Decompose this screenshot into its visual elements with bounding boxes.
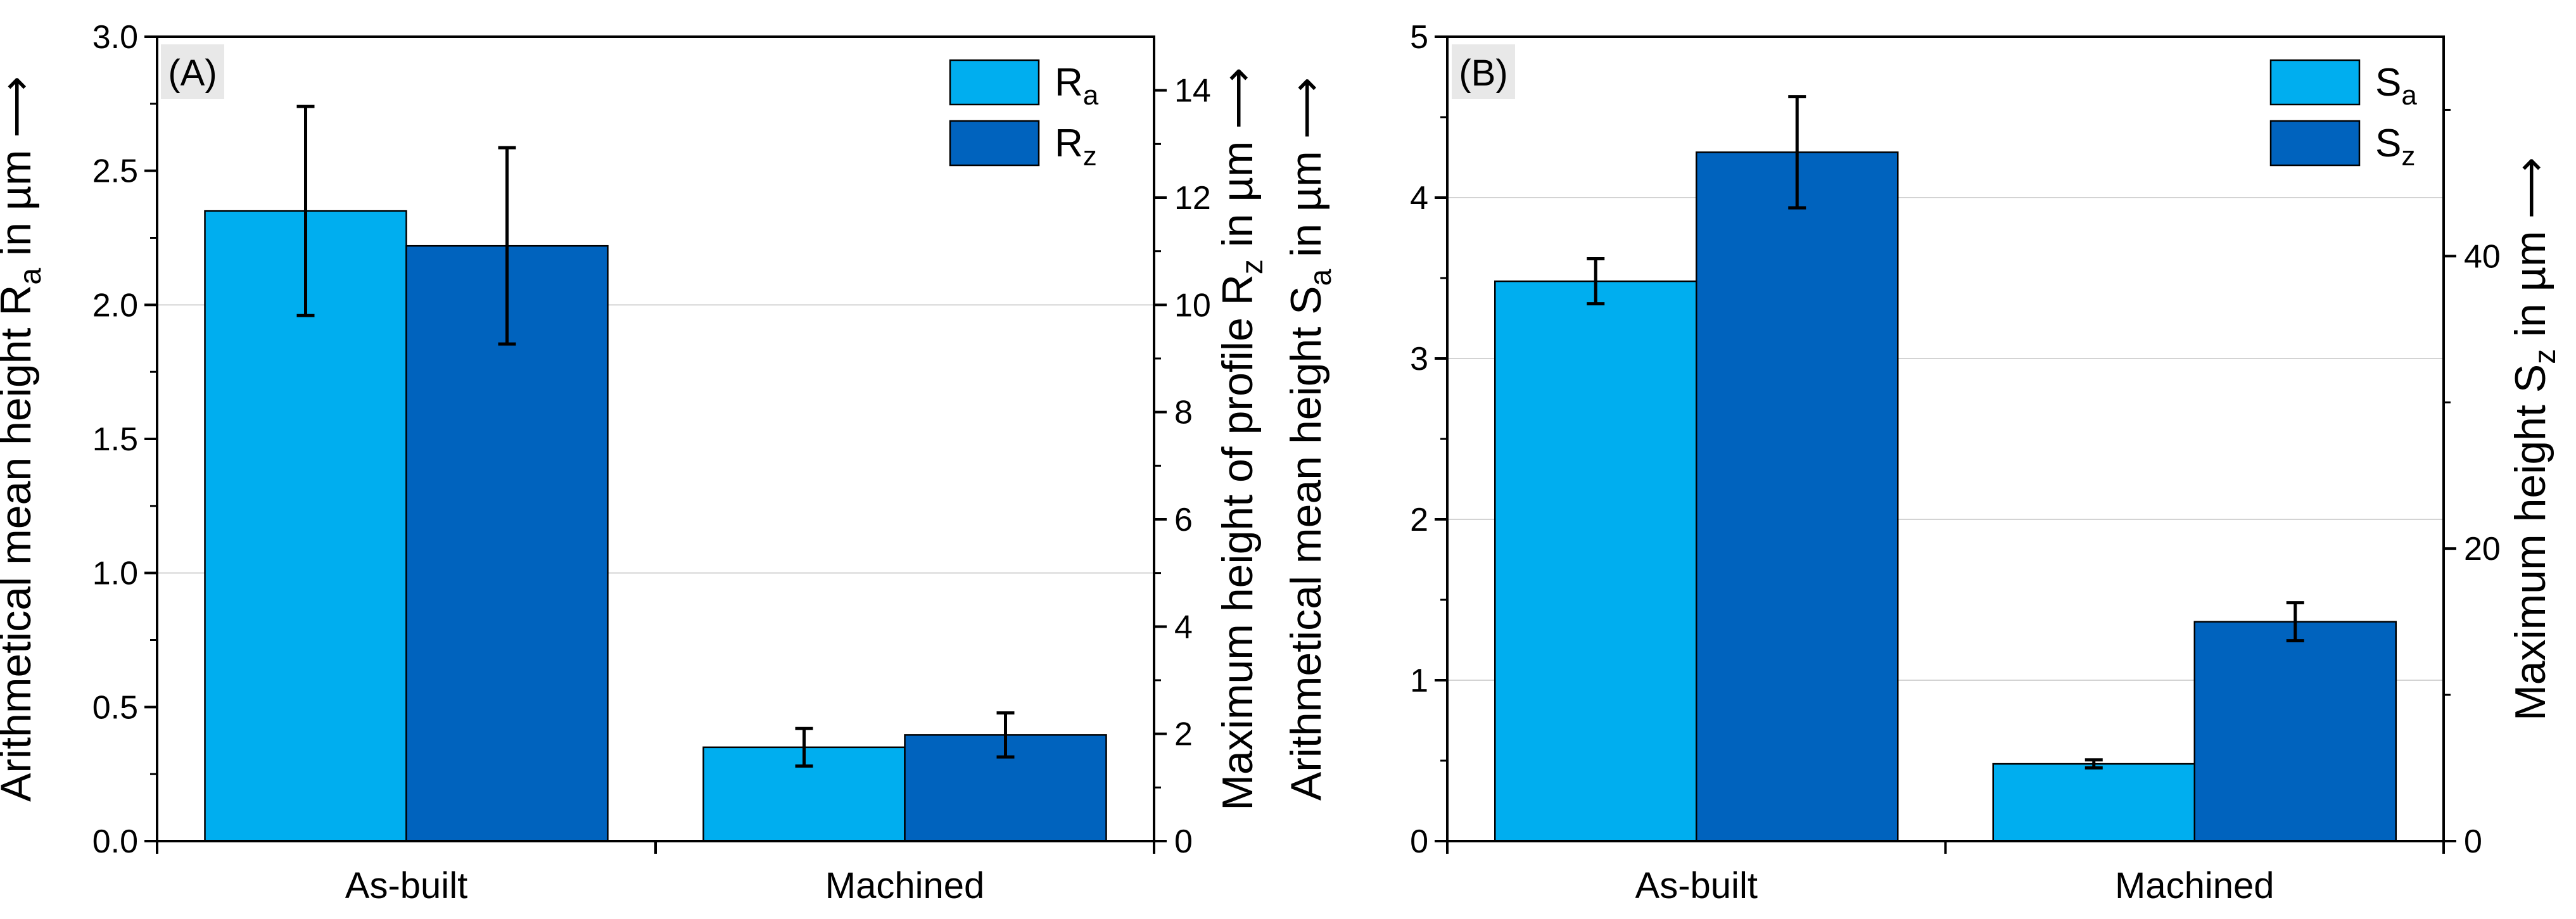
y-tick-label-left: 5 <box>1410 19 1428 56</box>
y-tick-label-right: 14 <box>1174 73 1211 110</box>
x-tick-label: Machined <box>825 865 984 906</box>
bar-sa-machined <box>1992 763 2195 842</box>
y-tick-label-left: 1 <box>1410 662 1428 699</box>
chart-panel-a: As-built Machined 0.0 0.5 1.0 1.5 2.0 2.5 3.0 0 2 4… <box>0 19 1269 906</box>
legend-swatch <box>2269 59 2361 106</box>
legend-swatch <box>949 59 1040 106</box>
bar-sz-as-built <box>1696 151 1899 842</box>
y-tick-label-right: 6 <box>1174 502 1193 538</box>
panel-label-bg <box>1452 44 1515 99</box>
y-tick-label-left: 1.5 <box>92 421 138 458</box>
y-tick-label-right: 0 <box>1174 823 1193 860</box>
plot-frame <box>1446 35 2445 842</box>
y-tick-label-left: 0.5 <box>92 689 138 726</box>
y-tick-label-right: 0 <box>2464 823 2482 860</box>
bar-sz-machined <box>2193 621 2397 842</box>
bar-rz-as-built <box>405 244 609 842</box>
y-tick-label-right: 4 <box>1174 609 1193 645</box>
legend-swatch <box>2269 120 2361 167</box>
y-tick-label-left: 2.5 <box>92 153 138 190</box>
y-tick-label-left: 2.0 <box>92 287 138 324</box>
panel-label-bg <box>161 44 224 99</box>
y-tick-label-left: 3.0 <box>92 19 138 56</box>
y-tick-label-left: 0 <box>1410 823 1428 860</box>
y-tick-label-right: 10 <box>1174 287 1211 324</box>
legend-swatch <box>949 120 1040 167</box>
legend-label: Sz <box>2375 122 2415 172</box>
y-tick-label-right: 8 <box>1174 395 1193 431</box>
y-tick-label-right: 40 <box>2464 238 2501 275</box>
y-axis-title-left: Arithmetical mean height Ra in µm ⟶ <box>0 76 48 802</box>
legend-label: Sa <box>2375 61 2417 111</box>
x-tick-label: As-built <box>1635 865 1758 906</box>
x-tick-label: As-built <box>345 865 467 906</box>
y-axis-title-right: Maximum height of profile Rz in µm ⟶ <box>1214 67 1269 810</box>
y-tick-label-left: 3 <box>1410 341 1428 377</box>
y-tick-label-right: 12 <box>1174 180 1211 217</box>
y-tick-label-right: 2 <box>1174 716 1193 753</box>
y-tick-label-right: 20 <box>2464 531 2501 567</box>
legend-label: Rz <box>1055 122 1097 172</box>
panel-label: (A) <box>168 53 217 94</box>
y-axis-title-left: Arithmetical mean height Sa in µm ⟶ <box>1282 77 1338 801</box>
plot-frame <box>156 35 1155 842</box>
y-tick-label-left: 2 <box>1410 502 1428 538</box>
y-axis-title-right: Maximum height Sz in µm ⟶ <box>2506 157 2562 721</box>
y-tick-label-left: 0.0 <box>92 823 138 860</box>
y-tick-label-left: 1.0 <box>92 555 138 592</box>
x-tick-label: Machined <box>2115 865 2274 906</box>
panel-label: (B) <box>1459 53 1507 94</box>
legend-label: Ra <box>1055 61 1099 111</box>
bar-sa-as-built <box>1494 280 1697 842</box>
chart-panel-b: As-built Machined 0 1 2 3 4 5 0 20 40 (B) Sa Sz Arithm… <box>1282 19 2562 906</box>
y-tick-label-left: 4 <box>1410 180 1428 217</box>
